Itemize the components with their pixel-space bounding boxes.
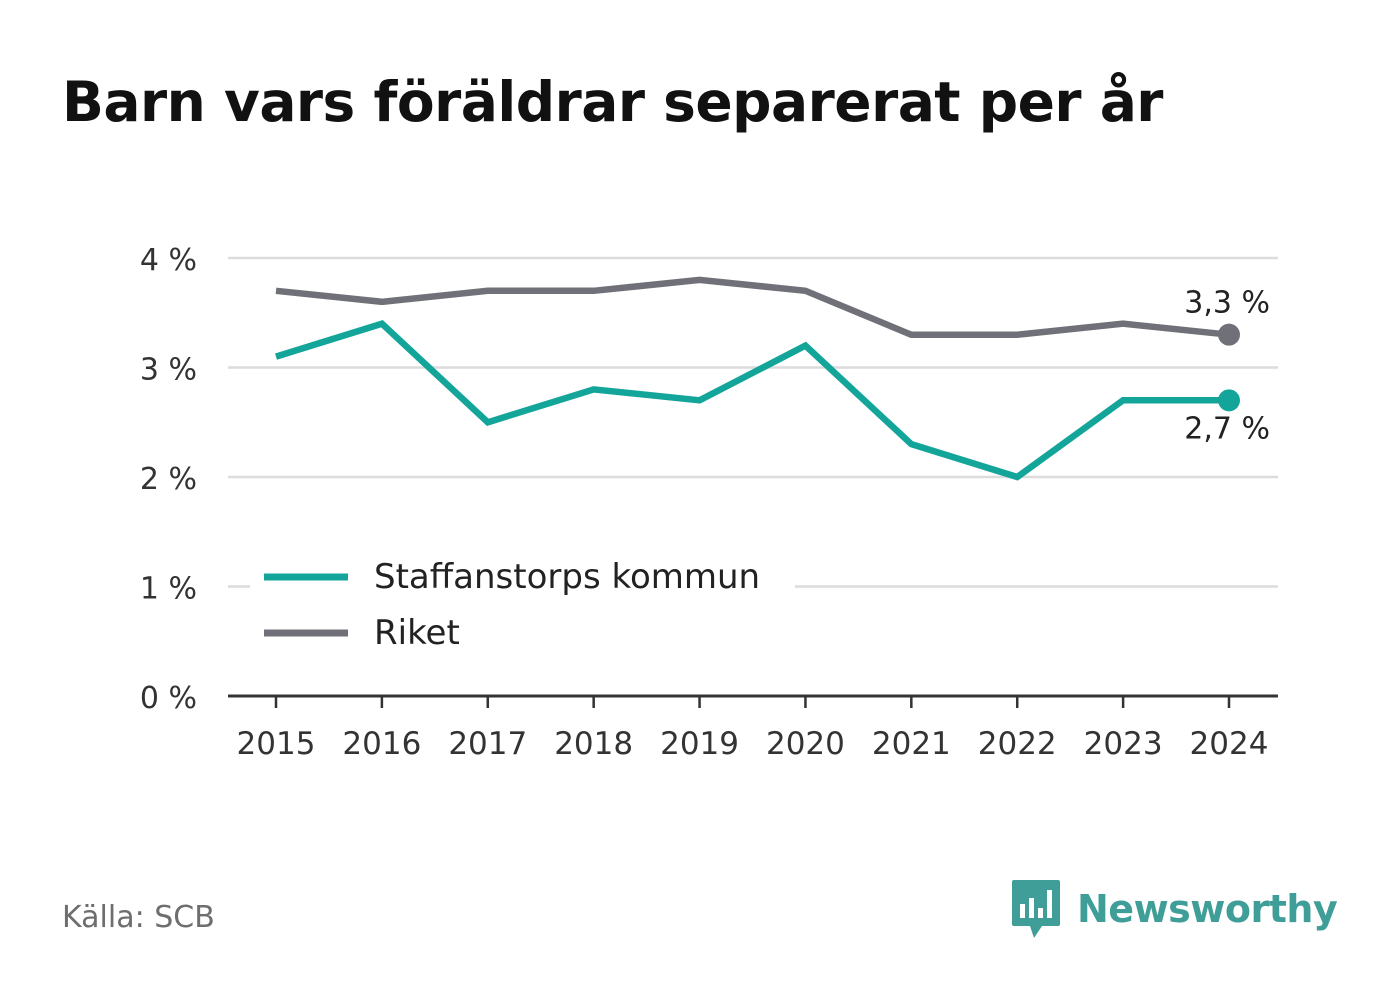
x-tick-label: 2015 — [237, 726, 316, 762]
series-line — [275, 276, 1230, 338]
series-line — [275, 320, 1229, 481]
series-end-label: 2,7 % — [1184, 411, 1270, 446]
x-tick-label: 2022 — [978, 726, 1057, 762]
x-tick-label: 2020 — [766, 726, 845, 762]
x-axis: 2015 2016 2017 2018 2019 2020 2021 2022 2023 2024 — [228, 694, 1278, 762]
y-tick-label: 0 % — [140, 681, 197, 716]
y-tick-label: 1 % — [140, 572, 197, 607]
x-tick-label: 2018 — [554, 726, 633, 762]
y-tick-label: 3 % — [140, 353, 197, 388]
newsworthy-logo-icon — [1012, 880, 1060, 938]
source-note: Källa: SCB — [62, 900, 215, 935]
series-end-marker — [1218, 323, 1240, 346]
legend-label: Riket — [374, 613, 460, 653]
legend: Staffanstorps kommun Riket — [250, 545, 795, 665]
x-tick-label: 2019 — [660, 726, 739, 762]
y-tick-label: 4 % — [140, 243, 197, 278]
legend-label: Staffanstorps kommun — [374, 557, 760, 597]
grid-lines — [228, 256, 1278, 588]
chart-title: Barn vars föräldrar separerat per år — [62, 70, 1163, 134]
series-end-marker — [1218, 389, 1240, 412]
x-tick-label: 2017 — [448, 726, 527, 762]
brand-name: Newsworthy — [1077, 887, 1338, 931]
x-tick-label: 2023 — [1084, 726, 1163, 762]
x-tick-label: 2021 — [872, 726, 951, 762]
y-axis-ticks: 0 % 1 % 2 % 3 % 4 % — [140, 243, 197, 716]
series-end-label: 3,3 % — [1184, 286, 1270, 321]
y-tick-label: 2 % — [140, 462, 197, 497]
x-tick-label: 2016 — [342, 726, 421, 762]
x-tick-label: 2024 — [1190, 726, 1269, 762]
series: 2,7 % 3,3 % — [275, 276, 1270, 481]
brand-logo: Newsworthy — [1010, 878, 1338, 940]
legend-background — [250, 545, 795, 665]
